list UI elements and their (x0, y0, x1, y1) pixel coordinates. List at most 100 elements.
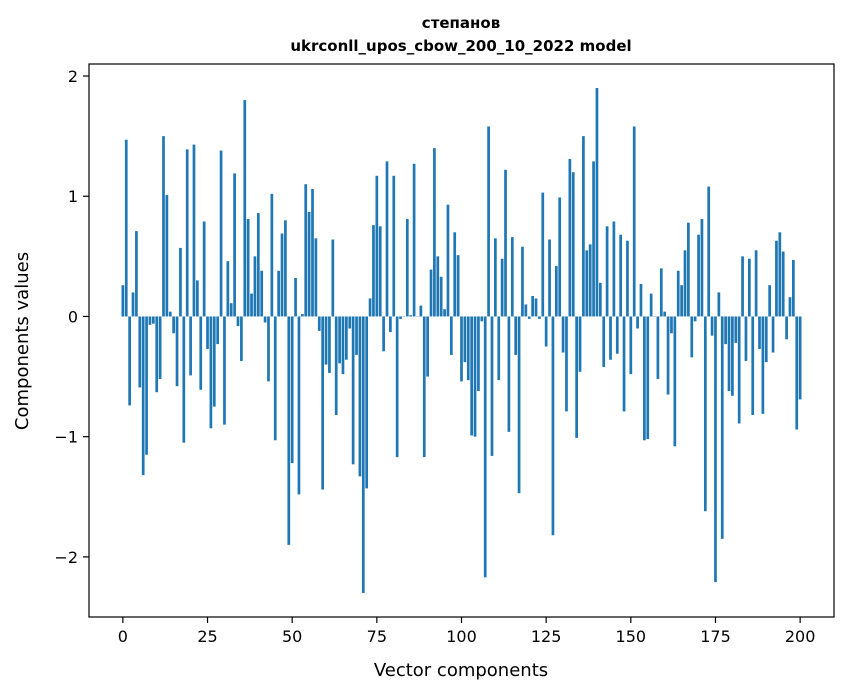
bar (236, 316, 240, 327)
bar (477, 316, 480, 391)
bar (284, 220, 287, 317)
bar (656, 316, 660, 379)
bar (619, 234, 623, 317)
bar (368, 298, 372, 317)
bar (514, 316, 518, 355)
bar (575, 316, 578, 438)
bar (290, 316, 294, 464)
y-tick-label: −1 (54, 428, 78, 447)
bar (158, 316, 162, 379)
bar (534, 298, 538, 317)
bar (741, 256, 744, 317)
bar (717, 292, 721, 317)
bar (683, 250, 687, 317)
y-tick-label: 1 (68, 187, 78, 206)
bar (328, 316, 331, 373)
bar (676, 270, 680, 317)
bar (510, 237, 514, 317)
bar (754, 250, 758, 317)
bar (202, 221, 206, 317)
bar (659, 268, 663, 317)
bar (250, 293, 253, 317)
bar (165, 195, 169, 317)
bar (331, 239, 335, 317)
bar (541, 192, 545, 317)
bar (565, 316, 568, 412)
bar (707, 186, 711, 317)
bar (304, 184, 308, 317)
bar (321, 316, 325, 490)
bar (246, 219, 250, 317)
bar (494, 238, 497, 317)
bar (348, 316, 352, 329)
bar (419, 305, 423, 317)
bar (751, 316, 755, 416)
bar (612, 221, 616, 317)
bar (473, 316, 477, 437)
bar (338, 316, 341, 364)
bar (395, 316, 399, 458)
bar (199, 316, 203, 390)
bar (128, 316, 131, 406)
bar (175, 316, 179, 387)
bar (626, 240, 629, 317)
bar (551, 316, 555, 536)
bar (141, 316, 145, 476)
bar (263, 316, 267, 323)
bar (297, 316, 301, 495)
bar (737, 316, 741, 424)
x-tick-label: 50 (282, 627, 302, 646)
bar (226, 261, 230, 317)
bar (375, 175, 379, 317)
bar (582, 136, 585, 317)
bar (731, 316, 734, 396)
bar (405, 219, 409, 317)
bar (456, 255, 460, 317)
bar (768, 285, 772, 317)
bar (592, 161, 595, 317)
bar (334, 316, 338, 416)
bar (646, 316, 650, 440)
bar (314, 238, 318, 317)
bar (317, 316, 321, 331)
bar (365, 316, 369, 489)
bar (615, 316, 619, 354)
chart-title: степанов (422, 14, 500, 32)
bar (223, 316, 226, 425)
bar (273, 316, 277, 441)
bar (663, 311, 667, 317)
bar (690, 316, 694, 358)
bar (148, 316, 152, 325)
bar (287, 316, 291, 545)
bar (185, 149, 189, 317)
x-tick-label: 25 (197, 627, 217, 646)
bar (385, 161, 389, 317)
bar (209, 316, 213, 429)
bar (463, 316, 467, 363)
bar (764, 316, 768, 363)
bar (558, 197, 562, 317)
bar (504, 169, 507, 317)
bar (267, 316, 270, 382)
bar (189, 316, 192, 376)
bar (771, 316, 775, 353)
bar (598, 282, 602, 317)
bar (355, 316, 358, 355)
bar (358, 316, 362, 477)
bar (341, 316, 345, 375)
y-axis-label: Components values (12, 252, 33, 430)
bar (544, 316, 548, 347)
bar (399, 316, 402, 319)
bar (233, 173, 236, 317)
bar (270, 193, 274, 317)
bar (216, 316, 220, 345)
bar (460, 316, 463, 382)
bar (595, 88, 599, 317)
bar (372, 225, 375, 317)
bar (781, 251, 785, 317)
bar (240, 316, 243, 361)
bar (294, 277, 297, 317)
bar (720, 316, 724, 539)
bar (253, 256, 257, 317)
